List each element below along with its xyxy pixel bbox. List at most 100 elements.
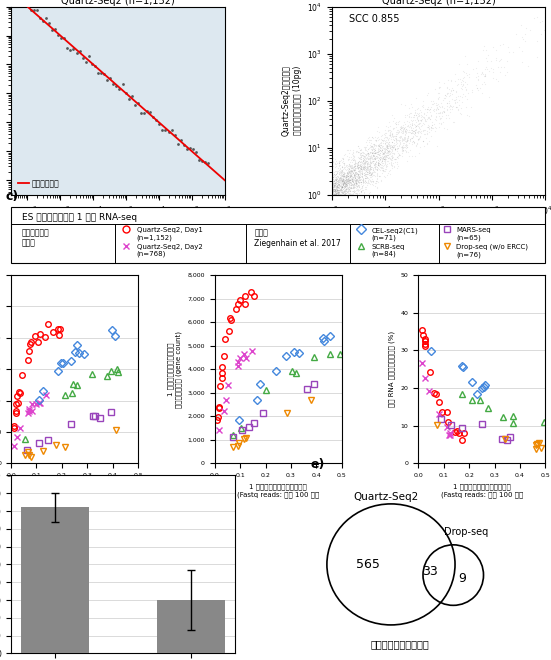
Point — [343, 168, 352, 179]
Point — [392, 139, 401, 150]
Point — [336, 189, 344, 200]
Point — [390, 134, 398, 145]
Point — [414, 103, 423, 114]
Point — [337, 189, 346, 200]
Point — [402, 136, 411, 147]
Point — [379, 148, 387, 158]
Point — [467, 84, 476, 95]
Point — [337, 168, 345, 179]
Point — [379, 135, 388, 145]
Point — [365, 167, 374, 178]
Point — [339, 170, 348, 181]
Point — [334, 184, 343, 195]
Point — [358, 182, 366, 192]
Point — [342, 176, 351, 187]
Point — [329, 170, 338, 181]
Point — [377, 130, 386, 141]
Point — [407, 133, 415, 143]
Point — [338, 176, 347, 187]
Point — [541, 1, 550, 12]
Point — [354, 185, 363, 195]
Point — [345, 180, 354, 191]
Point — [353, 183, 362, 194]
Point — [331, 189, 340, 200]
Point — [390, 161, 399, 172]
Point — [333, 180, 342, 191]
Point — [374, 147, 382, 157]
Point — [396, 127, 405, 137]
Point — [442, 124, 451, 135]
Point — [463, 58, 472, 69]
Point — [366, 153, 375, 164]
Point — [380, 129, 389, 140]
Point — [367, 164, 376, 174]
Point — [332, 189, 341, 200]
Point — [465, 72, 474, 82]
Point — [352, 180, 361, 191]
Point — [363, 159, 372, 170]
Point — [341, 160, 350, 171]
Point — [342, 171, 350, 182]
Point — [370, 147, 379, 158]
Point — [383, 152, 392, 163]
Point — [345, 165, 354, 176]
Point — [329, 186, 338, 197]
Point — [382, 140, 391, 150]
Point — [333, 182, 342, 192]
Point — [333, 171, 342, 182]
Point — [423, 139, 431, 149]
Point — [333, 187, 342, 197]
Point — [356, 154, 365, 164]
Point — [351, 167, 360, 178]
Point — [343, 189, 352, 200]
Point — [348, 174, 357, 184]
Point — [327, 189, 336, 200]
Point — [458, 65, 467, 76]
Point — [358, 180, 366, 191]
Point — [411, 127, 420, 138]
Point — [364, 178, 372, 188]
Point — [356, 164, 365, 175]
Point — [327, 168, 336, 179]
Point — [360, 162, 369, 172]
Point — [396, 137, 404, 147]
Point — [418, 136, 427, 147]
Point — [370, 153, 379, 164]
Point — [363, 147, 372, 158]
Point — [340, 189, 349, 200]
Point — [334, 189, 343, 200]
Point — [335, 176, 344, 187]
Point — [360, 155, 369, 166]
Point — [337, 186, 346, 197]
Point — [332, 179, 341, 189]
Point — [541, 20, 550, 30]
Point — [440, 93, 449, 104]
Point — [360, 145, 369, 156]
Point — [332, 168, 341, 179]
Point — [328, 189, 337, 200]
Point — [335, 174, 344, 184]
Point — [386, 125, 395, 135]
Point — [342, 164, 351, 174]
Point — [360, 171, 369, 182]
Point — [451, 94, 460, 104]
Point — [417, 128, 426, 139]
Point — [452, 86, 461, 96]
Point — [375, 159, 384, 170]
Point — [363, 162, 372, 173]
Point — [355, 160, 364, 170]
Point — [370, 159, 379, 170]
Point — [344, 167, 353, 178]
Point — [393, 127, 402, 137]
Point — [451, 97, 460, 108]
Point — [361, 163, 370, 174]
Point — [345, 170, 354, 181]
Point — [341, 178, 349, 188]
Point — [341, 170, 350, 181]
Point — [330, 189, 339, 200]
Point — [348, 166, 356, 177]
Point — [349, 145, 358, 155]
Point — [379, 135, 388, 145]
Text: 従来法
Ziegenhain et al. 2017: 従来法 Ziegenhain et al. 2017 — [254, 228, 341, 248]
Point — [369, 154, 378, 164]
